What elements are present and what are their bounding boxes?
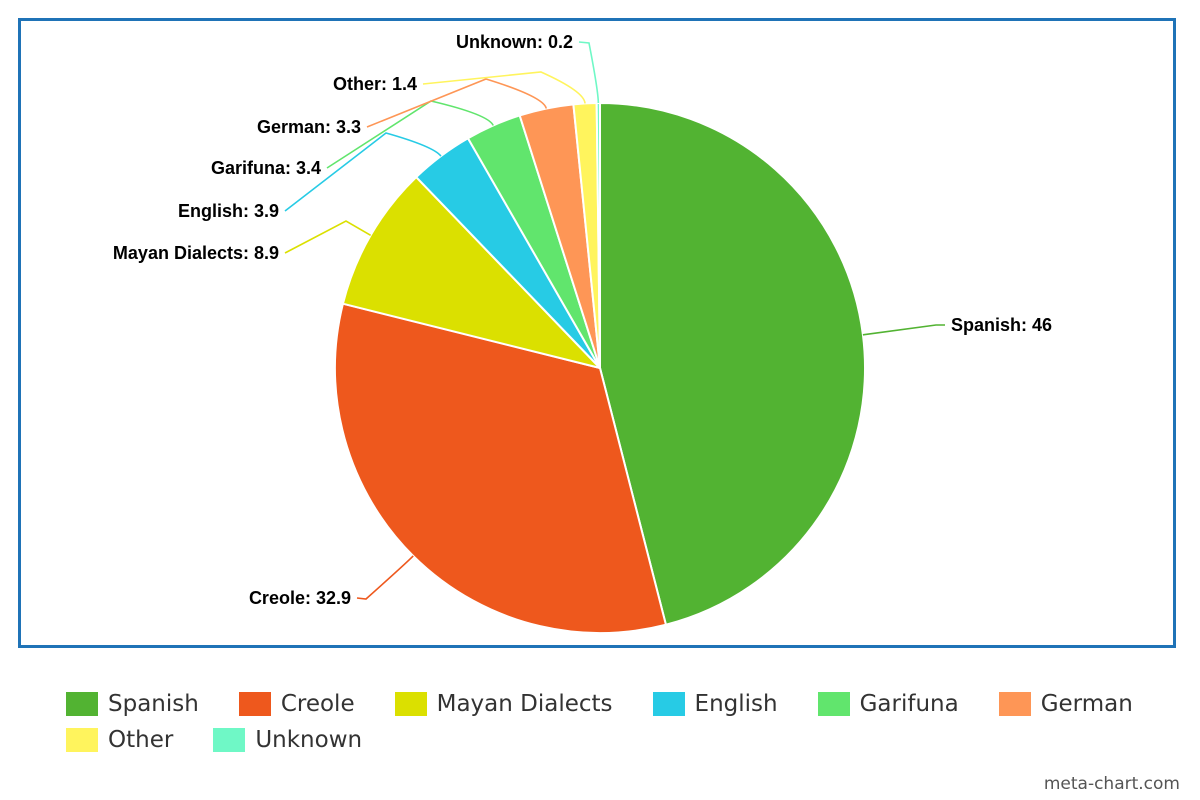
legend-label: Unknown xyxy=(255,727,363,753)
legend-item-english[interactable]: English xyxy=(652,691,778,717)
legend-label: English xyxy=(694,691,778,717)
legend-swatch xyxy=(652,692,685,716)
connector-german xyxy=(366,78,548,128)
legend-item-unknown[interactable]: Unknown xyxy=(213,727,362,753)
legend-swatch xyxy=(213,728,246,752)
legend-item-german[interactable]: German xyxy=(998,691,1133,717)
slice-label-spanish: Spanish: 46 xyxy=(951,315,1052,335)
pie-slice-mayan-dialects[interactable] xyxy=(341,176,601,369)
label-connectors xyxy=(284,41,945,600)
slice-labels: Spanish: 46 Creole: 32.9 Mayan Dialects: 8… xyxy=(113,32,1052,608)
legend-row: Other Unknown xyxy=(66,722,1176,758)
connector-other xyxy=(422,71,586,104)
chart-frame: Spanish: 46 Creole: 32.9 Mayan Dialects: 8… xyxy=(18,18,1176,648)
slice-label-other: Other: 1.4 xyxy=(333,74,417,94)
legend-swatch xyxy=(394,692,427,716)
slice-label-garifuna: Garifuna: 3.4 xyxy=(211,158,321,178)
connector-creole xyxy=(356,555,414,600)
legend-label: Mayan Dialects xyxy=(436,691,613,717)
slice-label-unknown: Unknown: 0.2 xyxy=(456,32,573,52)
slice-label-english: English: 3.9 xyxy=(178,201,279,221)
pie-slices xyxy=(334,101,867,635)
slice-label-mayan-dialects: Mayan Dialects: 8.9 xyxy=(113,243,279,263)
legend-label: Spanish xyxy=(108,691,199,717)
legend-swatch xyxy=(66,728,98,752)
legend-swatch xyxy=(817,692,850,716)
connector-english xyxy=(284,132,442,212)
pie-chart: Spanish: 46 Creole: 32.9 Mayan Dialects: 8… xyxy=(113,32,1052,635)
legend-item-creole[interactable]: Creole xyxy=(238,691,355,717)
legend-swatch xyxy=(238,692,271,716)
legend-item-mayan-dialects[interactable]: Mayan Dialects xyxy=(394,691,613,717)
legend-label: Garifuna xyxy=(859,691,959,717)
legend-label: German xyxy=(1040,691,1133,717)
connector-mayan-dialects xyxy=(284,220,372,254)
legend-swatch xyxy=(998,692,1031,716)
legend-label: Creole xyxy=(280,691,355,717)
legend-swatch xyxy=(66,692,98,716)
pie-slice-creole[interactable] xyxy=(334,302,667,635)
pie-slice-spanish[interactable] xyxy=(599,102,867,626)
legend-item-spanish[interactable]: Spanish xyxy=(66,691,199,717)
legend-label: Other xyxy=(108,727,174,753)
slice-label-german: German: 3.3 xyxy=(257,117,361,137)
connector-unknown xyxy=(578,41,600,104)
legend-row: Spanish Creole Mayan Dialects English Garifu… xyxy=(66,686,1176,722)
connector-spanish xyxy=(862,324,945,336)
slice-label-creole: Creole: 32.9 xyxy=(249,588,351,608)
legend-item-other[interactable]: Other xyxy=(66,727,173,753)
watermark: meta-chart.com xyxy=(1043,774,1180,794)
legend-item-garifuna[interactable]: Garifuna xyxy=(817,691,959,717)
legend: Spanish Creole Mayan Dialects English Garifu… xyxy=(66,686,1176,758)
